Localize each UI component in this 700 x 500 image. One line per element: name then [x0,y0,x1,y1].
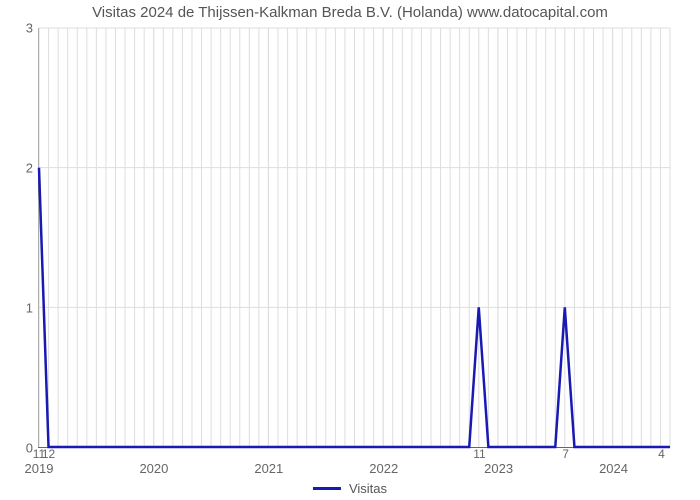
chart-container: Visitas 2024 de Thijssen-Kalkman Breda B… [0,0,700,500]
legend: Visitas [313,481,387,496]
x-tick-label: 2024 [599,461,628,476]
point-label: 11 [473,447,485,461]
x-tick-label: 2020 [139,461,168,476]
legend-swatch [313,487,341,490]
x-tick-label: 2022 [369,461,398,476]
legend-label: Visitas [349,481,387,496]
point-label: 4 [658,447,665,461]
y-tick-label: 2 [26,161,33,176]
y-tick-label: 3 [26,21,33,36]
x-tick-label: 2023 [484,461,513,476]
chart-title: Visitas 2024 de Thijssen-Kalkman Breda B… [0,4,700,21]
x-tick-label: 2021 [254,461,283,476]
point-label: 7 [562,447,569,461]
point-label: 12 [42,447,55,461]
plot-svg [39,28,670,447]
x-tick-label: 2019 [25,461,54,476]
plot-area: 012320192020202120222023202411121174 [38,28,670,448]
y-tick-label: 1 [26,301,33,316]
